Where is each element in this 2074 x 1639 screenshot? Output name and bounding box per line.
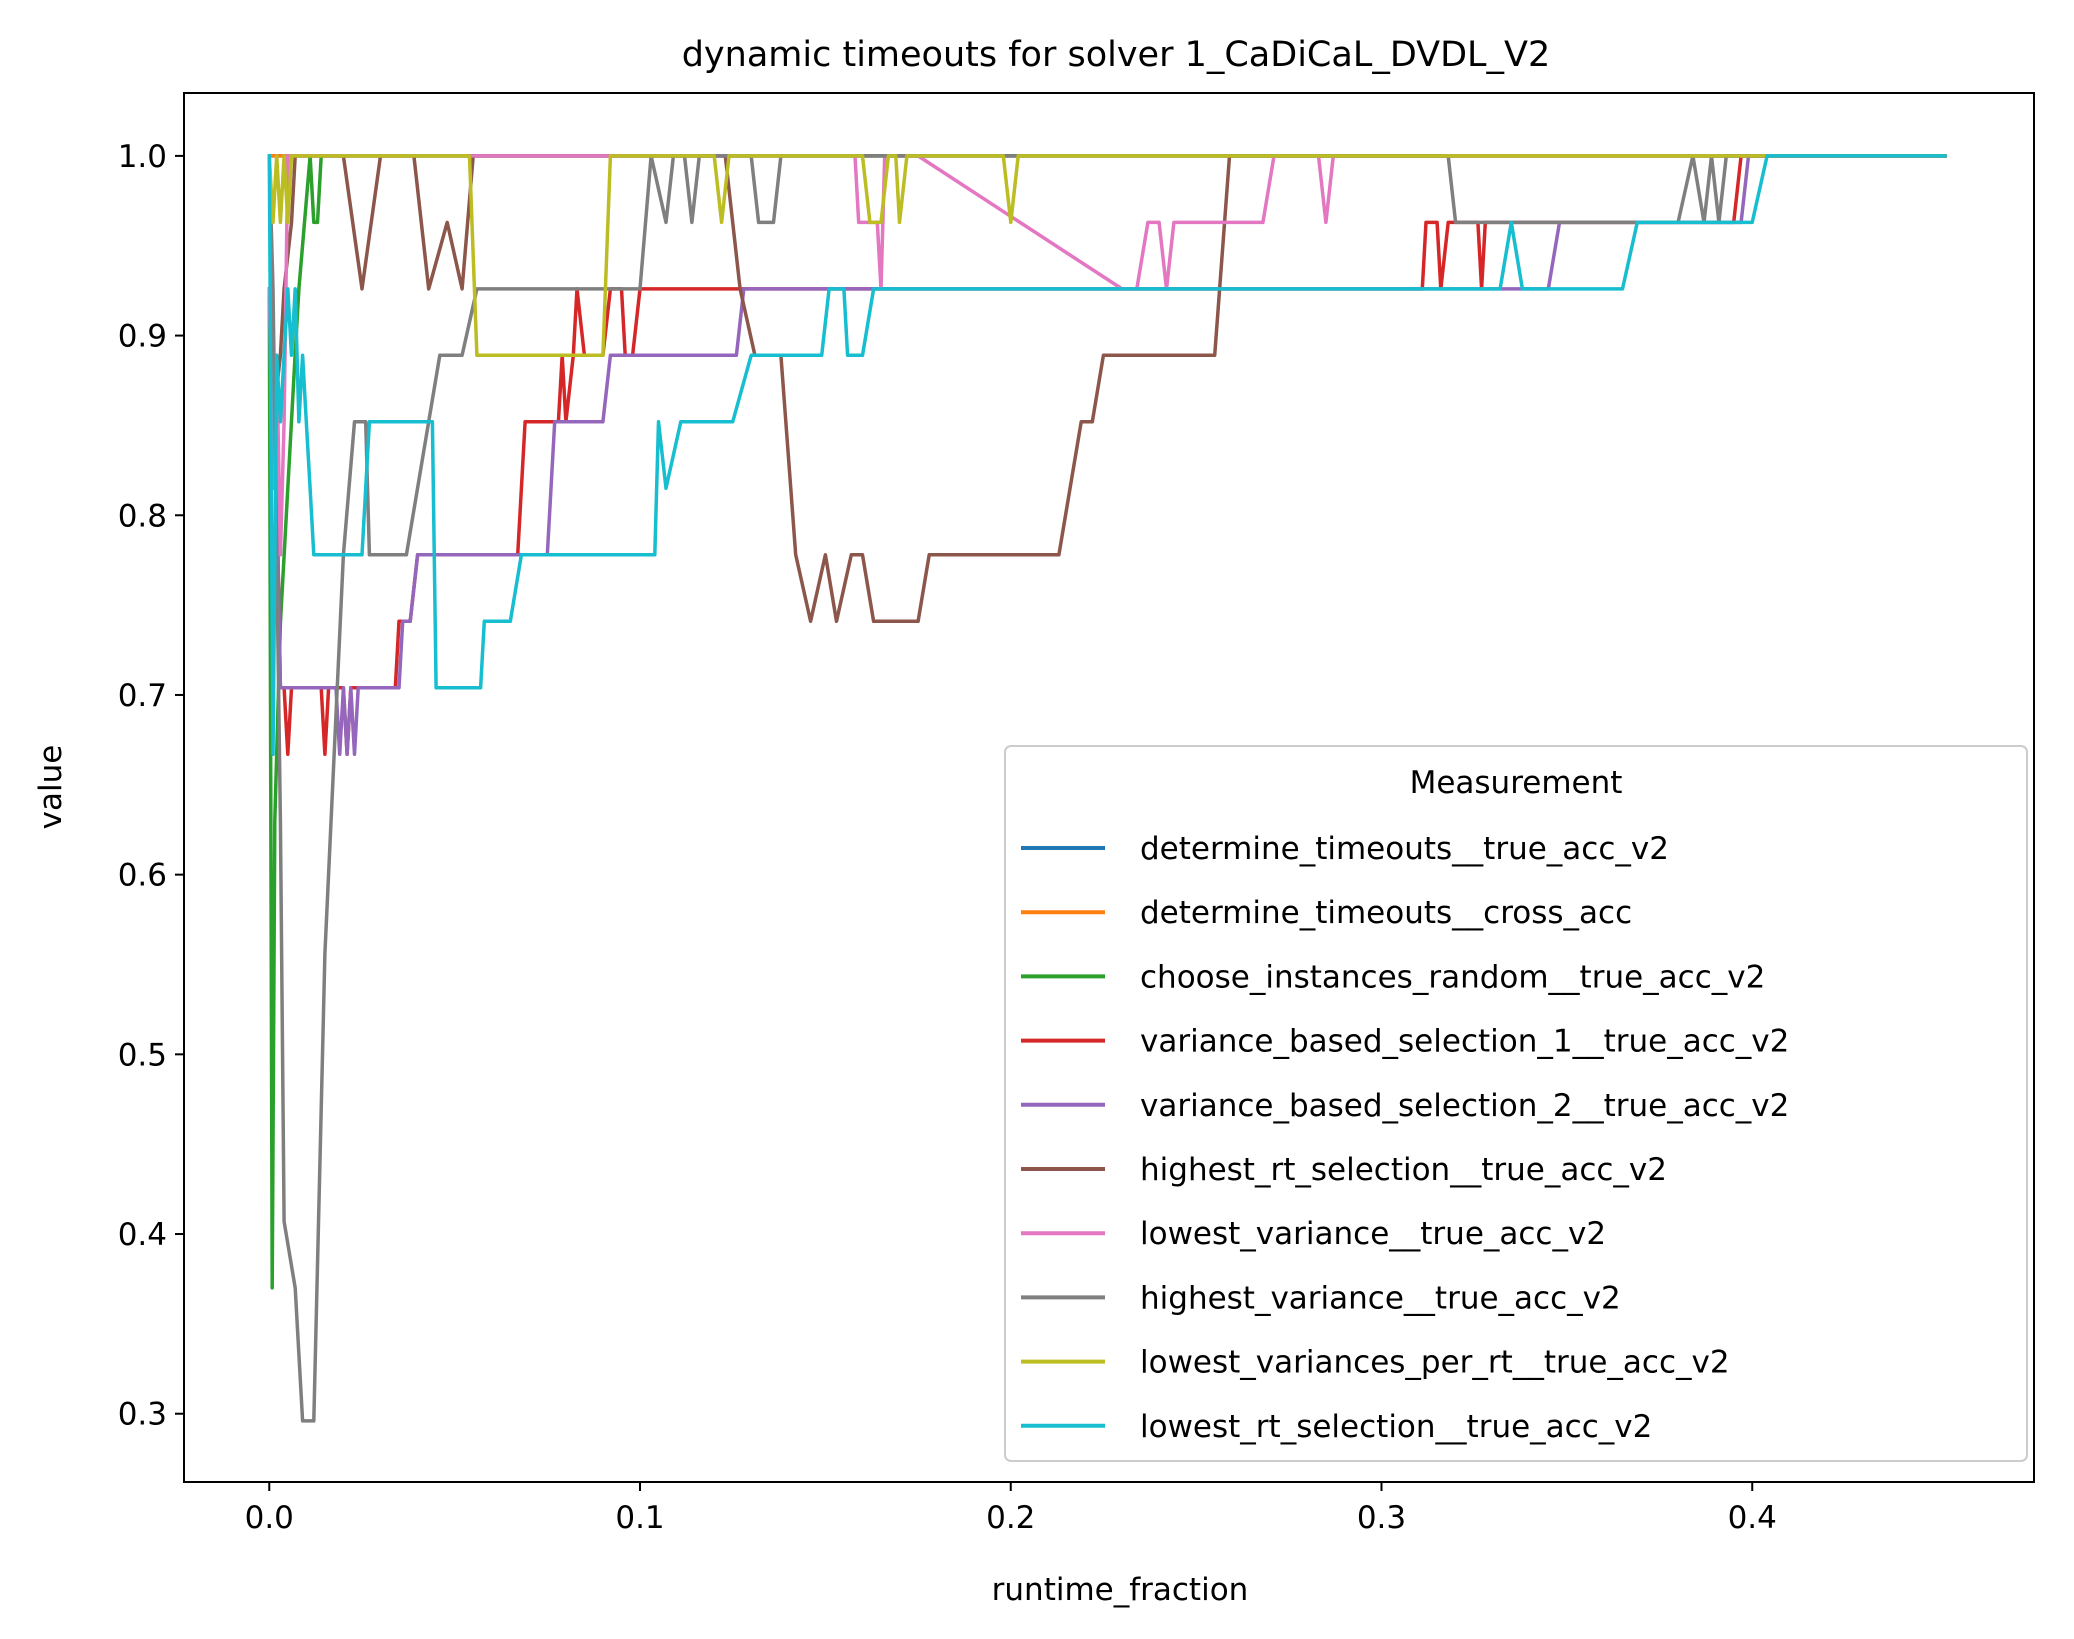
legend-label: variance_based_selection_2__true_acc_v2: [1140, 1088, 1789, 1124]
legend-label: highest_rt_selection__true_acc_v2: [1140, 1152, 1667, 1188]
x-tick-label: 0.0: [245, 1500, 294, 1536]
legend-label: lowest_variance__true_acc_v2: [1140, 1216, 1606, 1252]
x-tick-label: 0.2: [986, 1500, 1035, 1536]
plot-frame: [183, 92, 2035, 1483]
y-tick-label: 0.4: [118, 1217, 167, 1253]
y-axis-label: value: [33, 745, 69, 830]
x-tick-label: 0.3: [1357, 1500, 1406, 1536]
y-tick-label: 0.9: [118, 319, 167, 355]
legend-label: choose_instances_random__true_acc_v2: [1140, 959, 1765, 995]
legend: Measurement determine_timeouts__true_acc…: [1004, 745, 2028, 1462]
series-line-10: [267, 154, 1947, 757]
legend-label: determine_timeouts__cross_acc: [1140, 895, 1632, 931]
x-tick-label: 0.4: [1728, 1500, 1777, 1536]
y-axis: 0.3 0.4 0.5 0.6 0.7 0.8 0.9 1.0: [118, 139, 184, 1433]
y-tick-label: 0.3: [118, 1397, 167, 1433]
y-tick-label: 0.5: [118, 1037, 167, 1073]
legend-label: lowest_variances_per_rt__true_acc_v2: [1140, 1345, 1730, 1381]
legend-label: variance_based_selection_1__true_acc_v2: [1140, 1024, 1789, 1060]
series-layer: [267, 154, 1947, 1423]
x-axis: 0.0 0.1 0.2 0.3 0.4: [245, 1482, 1777, 1536]
legend-title: Measurement: [1410, 765, 1623, 801]
legend-entries: determine_timeouts__true_acc_v2 determine…: [1021, 831, 1789, 1445]
y-tick-label: 0.6: [118, 858, 167, 894]
legend-label: highest_variance__true_acc_v2: [1140, 1280, 1621, 1316]
chart-title: dynamic timeouts for solver 1_CaDiCaL_DV…: [682, 35, 1551, 75]
x-axis-label: runtime_fraction: [992, 1572, 1249, 1608]
x-tick-label: 0.1: [615, 1500, 664, 1536]
y-tick-label: 1.0: [118, 139, 167, 175]
legend-box: [1004, 745, 2028, 1462]
legend-label: lowest_rt_selection__true_acc_v2: [1140, 1409, 1652, 1445]
series-line-5: [267, 154, 1947, 757]
y-tick-label: 0.8: [118, 498, 167, 534]
series-line-9: [267, 154, 1947, 358]
y-tick-label: 0.7: [118, 678, 167, 714]
legend-label: determine_timeouts__true_acc_v2: [1140, 831, 1669, 867]
